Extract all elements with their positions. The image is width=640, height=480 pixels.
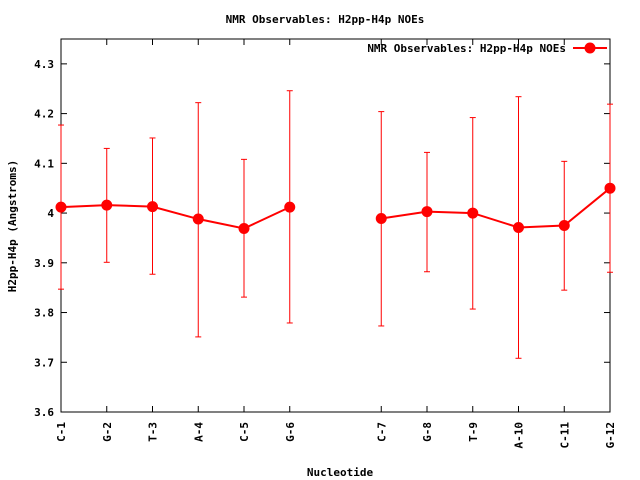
data-point <box>558 220 570 231</box>
x-tick-label: C-5 <box>238 422 251 442</box>
x-tick-label: A-10 <box>513 422 526 449</box>
y-tick-label: 4 <box>47 207 54 220</box>
legend: NMR Observables: H2pp-H4p NOEs <box>367 42 607 55</box>
x-tick-label: G-6 <box>284 422 297 442</box>
x-tick-label: C-11 <box>558 422 571 449</box>
data-point <box>513 221 524 233</box>
plot-frame <box>60 38 611 413</box>
data-point <box>238 222 250 234</box>
legend-label: NMR Observables: H2pp-H4p NOEs <box>367 42 566 55</box>
x-tick-label: A-4 <box>192 422 205 442</box>
x-tick-label: T-9 <box>467 422 480 442</box>
y-tick-label: 3.9 <box>34 257 54 270</box>
y-tick-label: 4.3 <box>34 58 54 71</box>
y-tick-label: 4.1 <box>34 157 54 170</box>
data-point <box>55 201 67 213</box>
data-point <box>604 182 616 194</box>
x-tick-label: G-12 <box>604 422 617 449</box>
data-point <box>421 206 433 218</box>
data-point <box>147 201 158 213</box>
data-point <box>375 213 387 225</box>
x-tick-label: C-7 <box>375 422 388 442</box>
x-tick-label: G-2 <box>101 422 114 442</box>
chart-title: NMR Observables: H2pp-H4p NOEs <box>226 13 425 26</box>
data-point <box>467 207 479 219</box>
y-tick-label: 3.8 <box>34 307 54 320</box>
y-tick-label: 3.6 <box>34 406 54 419</box>
data-point <box>192 213 204 225</box>
y-tick-label: 4.2 <box>34 108 54 121</box>
x-axis-label: Nucleotide <box>307 466 374 479</box>
series-line <box>60 204 291 230</box>
series-line <box>381 187 611 229</box>
y-tick-label: 3.7 <box>34 356 54 369</box>
y-axis-label: H2pp-H4p (Angstroms) <box>6 160 19 292</box>
x-tick-label: G-8 <box>421 422 434 442</box>
x-tick-label: C-1 <box>55 422 68 442</box>
data-point <box>284 201 296 213</box>
legend-marker-sample <box>584 42 596 54</box>
series-0 <box>55 90 616 359</box>
data-point <box>101 199 113 211</box>
x-tick-label: T-3 <box>147 422 160 442</box>
